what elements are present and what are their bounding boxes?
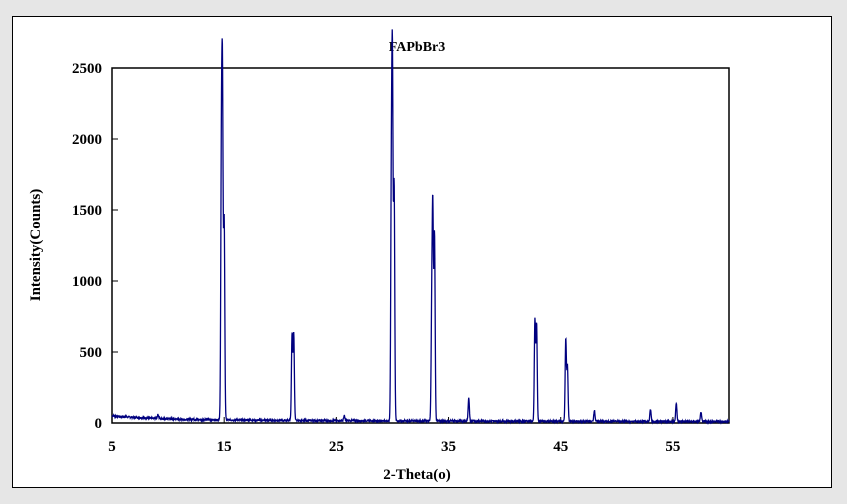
x-tick-label: 45	[553, 439, 568, 455]
y-axis-title: Intensity(Counts)	[28, 189, 44, 302]
y-tick-label: 1000	[72, 274, 102, 290]
y-tick-label: 1500	[72, 203, 102, 219]
xrd-chart: FAPbBr3 0 500 1000 1500 2000 2500 5 15 25 35 45 55…	[28, 29, 730, 483]
series-line	[111, 29, 730, 425]
chart-frame: FAPbBr3 0 500 1000 1500 2000 2500 5 15 25 35 45 55…	[12, 16, 832, 488]
y-tick-label: 2000	[72, 132, 102, 148]
y-tick-label: 2500	[72, 61, 102, 77]
x-axis-title: 2-Theta(o)	[383, 467, 451, 483]
x-tick-label: 35	[441, 439, 456, 455]
x-tick-label: 15	[217, 439, 232, 455]
y-tick-label: 0	[95, 416, 103, 432]
plot-area	[111, 67, 730, 424]
x-tick-label: 25	[329, 439, 344, 455]
chart-title: FAPbBr3	[389, 40, 446, 55]
x-tick-label: 5	[108, 439, 116, 455]
x-axis: 5 15 25 35 45 55	[108, 417, 680, 455]
y-tick-label: 500	[80, 345, 103, 361]
x-tick-label: 55	[665, 439, 680, 455]
y-axis: 0 500 1000 1500 2000 2500	[72, 61, 118, 432]
